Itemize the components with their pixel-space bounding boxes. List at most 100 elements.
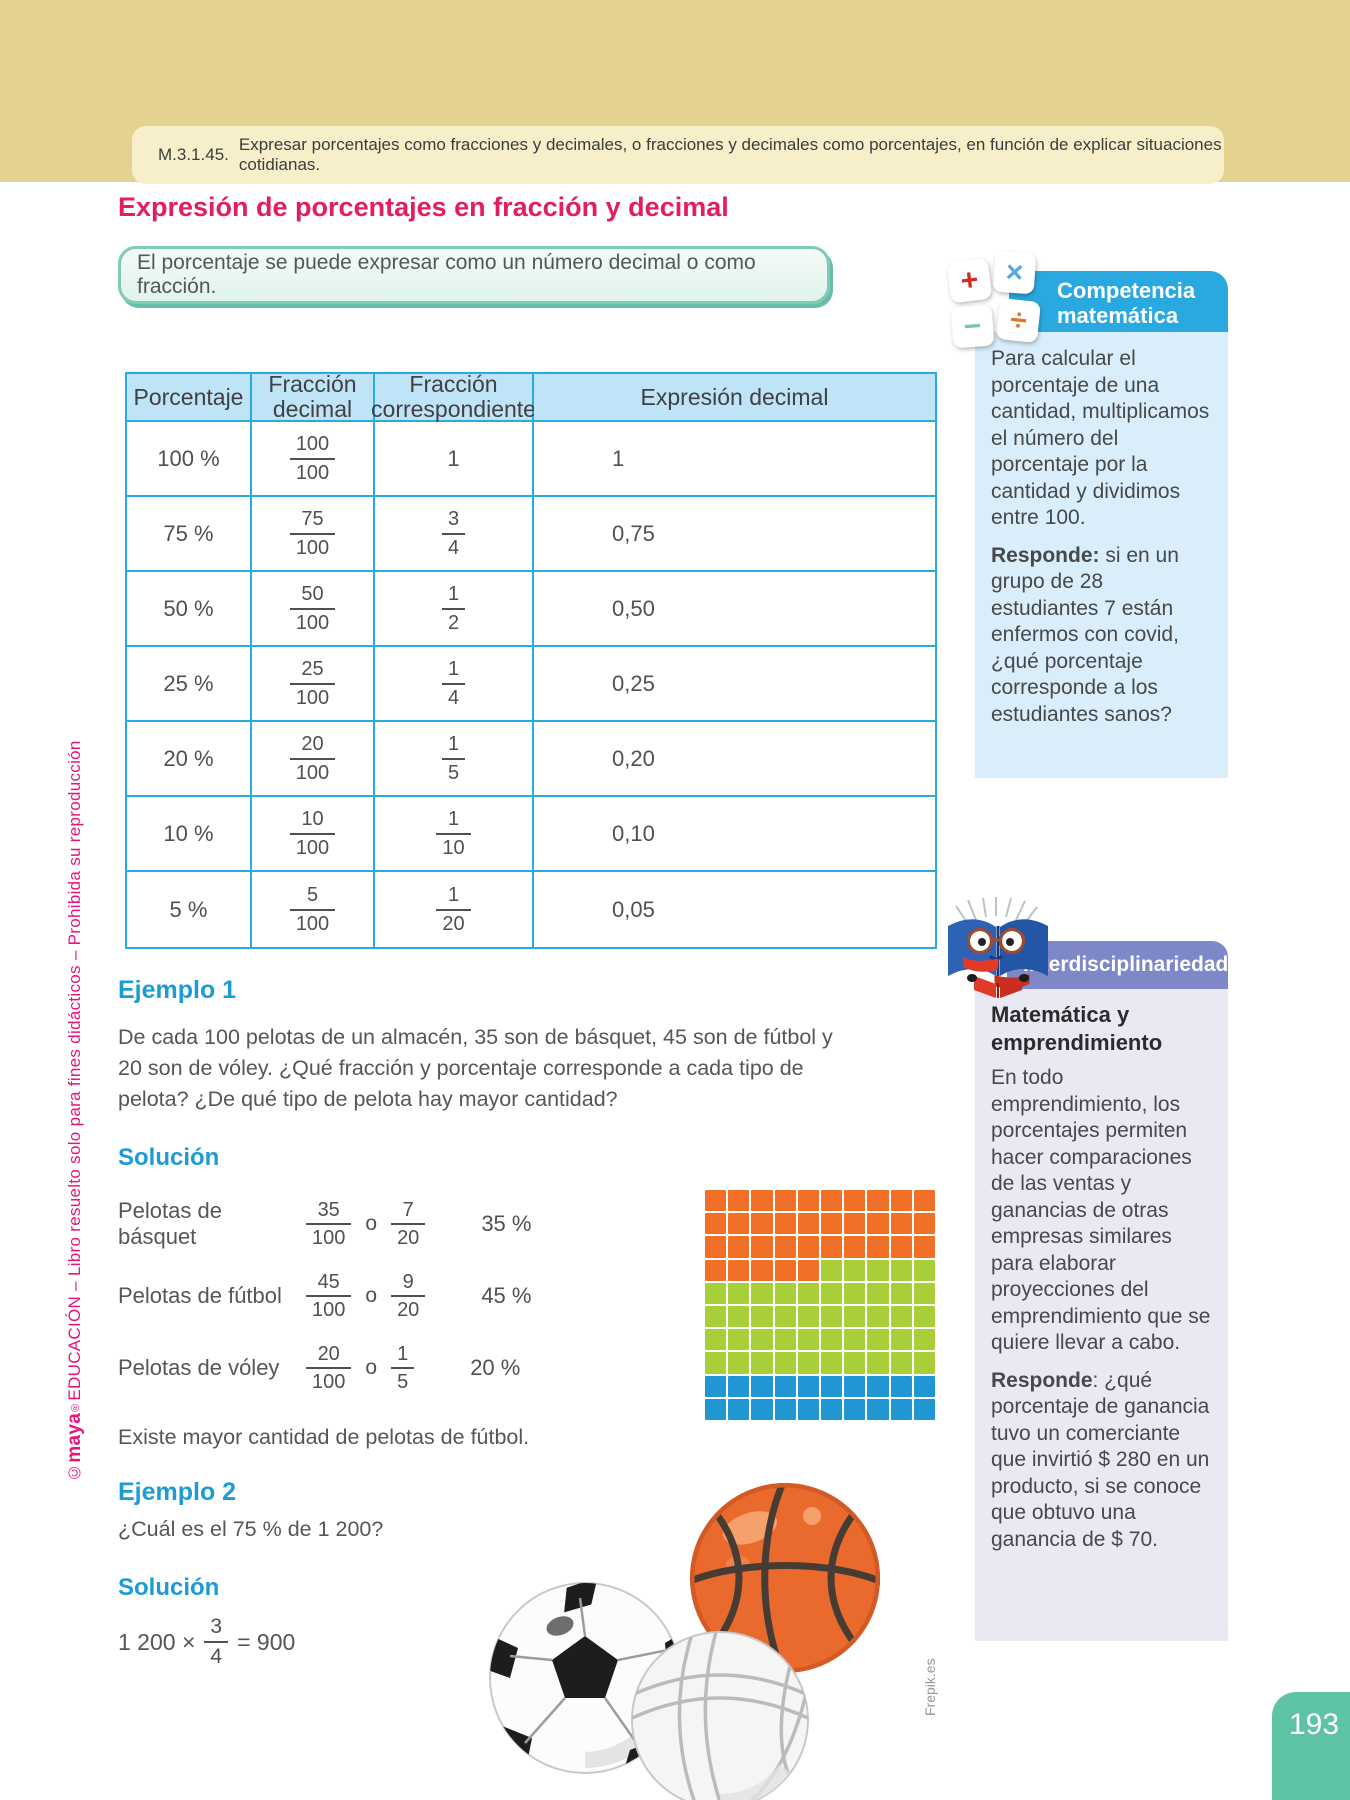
grid-cell-basquet — [705, 1236, 727, 1258]
grid-cell-voley — [890, 1398, 912, 1420]
grid-cell-voley — [774, 1375, 796, 1397]
interdisciplinariedad-subtitle: Matemática y emprendimiento — [991, 1002, 1163, 1055]
solution-label: Pelotas de fútbol — [118, 1283, 282, 1308]
table-cell-pct: 10 % — [127, 797, 252, 872]
interdisciplinariedad-responde: Responde: ¿qué porcentaje de ganancia tu… — [991, 1368, 1210, 1551]
table-cell-equivalent: 1 — [375, 422, 534, 497]
example2-solution-label: Solución — [118, 1574, 220, 1601]
solution-percent: 20 % — [470, 1355, 521, 1380]
table-cell-pct: 50 % — [127, 572, 252, 647]
table-header-porcentaje: Porcentaje — [127, 374, 252, 422]
grid-cell-futbol — [890, 1282, 912, 1304]
grid-cell-voley — [821, 1398, 843, 1420]
grid-cell-futbol — [867, 1259, 889, 1281]
grid-cell-futbol — [728, 1352, 750, 1374]
grid-cell-basquet — [797, 1190, 819, 1212]
grid-cell-futbol — [705, 1352, 727, 1374]
grid-cell-voley — [913, 1375, 935, 1397]
grid-cell-futbol — [867, 1282, 889, 1304]
table-cell-pct: 20 % — [127, 722, 252, 797]
grid-cell-voley — [913, 1398, 935, 1420]
fraction: 35 100 — [306, 1199, 352, 1250]
grid-cell-voley — [751, 1375, 773, 1397]
grid-cell-futbol — [913, 1306, 935, 1328]
example1-body: De cada 100 pelotas de un almacén, 35 so… — [118, 1025, 833, 1111]
grid-cell-voley — [867, 1398, 889, 1420]
math-operations-icon: + × − ÷ — [946, 250, 1043, 352]
grid-cell-basquet — [797, 1259, 819, 1281]
table-header-expresion-decimal: Expresión decimal — [534, 374, 935, 422]
grid-cell-basquet — [821, 1190, 843, 1212]
grid-cell-basquet — [890, 1190, 912, 1212]
grid-cell-futbol — [705, 1329, 727, 1351]
conjunction: o — [365, 1356, 378, 1379]
conjunction: o — [365, 1284, 378, 1307]
table-header-fraccion-correspondiente: Fracción correspondiente — [371, 371, 536, 422]
table-cell-decimal: 0,20 — [534, 722, 935, 797]
grid-cell-futbol — [913, 1352, 935, 1374]
table-cell-decimal: 1 — [534, 422, 935, 497]
copyright-sidebar: ©maya®EDUCACIÓN – Libro resuelto solo pa… — [64, 740, 85, 1482]
grid-cell-voley — [705, 1398, 727, 1420]
grid-cell-futbol — [797, 1282, 819, 1304]
grid-cell-futbol — [728, 1282, 750, 1304]
curriculum-standard-note: M.3.1.45. Expresar porcentajes como frac… — [132, 126, 1224, 184]
grid-cell-basquet — [774, 1236, 796, 1258]
grid-cell-futbol — [844, 1259, 866, 1281]
table-cell-pct: 100 % — [127, 422, 252, 497]
grid-cell-voley — [844, 1398, 866, 1420]
grid-cell-futbol — [821, 1329, 843, 1351]
grid-cell-futbol — [844, 1352, 866, 1374]
grid-cell-futbol — [751, 1352, 773, 1374]
grid-cell-futbol — [751, 1282, 773, 1304]
table-cell-decimal: 0,10 — [534, 797, 935, 872]
grid-cell-futbol — [867, 1352, 889, 1374]
grid-cell-basquet — [844, 1213, 866, 1235]
grid-cell-basquet — [728, 1236, 750, 1258]
table-cell-pct: 75 % — [127, 497, 252, 572]
definition-box: El porcentaje se puede expresar como un … — [118, 246, 830, 304]
grid-cell-futbol — [751, 1329, 773, 1351]
table-cell-decimal: 0,25 — [534, 647, 935, 722]
grid-cell-futbol — [867, 1329, 889, 1351]
conjunction: o — [365, 1212, 378, 1235]
table-cell-decimal: 0,75 — [534, 497, 935, 572]
grid-cell-voley — [890, 1375, 912, 1397]
grid-cell-voley — [797, 1375, 819, 1397]
curriculum-text: Expresar porcentajes como fracciones y d… — [238, 135, 1222, 174]
grid-cell-futbol — [728, 1306, 750, 1328]
interdisciplinariedad-title: Interdisciplinariedad — [1023, 953, 1229, 976]
table-cell-fraction: 100 100 — [252, 422, 375, 497]
grid-cell-basquet — [705, 1213, 727, 1235]
grid-cell-basquet — [890, 1236, 912, 1258]
competencia-header: Competencia matemática — [1009, 271, 1228, 332]
grid-cell-futbol — [797, 1306, 819, 1328]
fraction: 45 100 — [306, 1271, 352, 1322]
interdisciplinariedad-body: Matemática y emprendimiento En todo empr… — [975, 989, 1228, 1641]
grid-cell-basquet — [867, 1213, 889, 1235]
grid-cell-basquet — [821, 1213, 843, 1235]
fraction: 7 20 — [391, 1199, 426, 1250]
page-title: Expresión de porcentajes en fracción y d… — [118, 192, 729, 222]
grid-cell-futbol — [774, 1282, 796, 1304]
grid-cell-futbol — [821, 1306, 843, 1328]
basketball-image — [690, 1483, 880, 1673]
table-cell-equivalent: 1 20 — [375, 872, 534, 947]
example2-heading: Ejemplo 2 — [118, 1478, 237, 1506]
table-cell-fraction: 20 100 — [252, 722, 375, 797]
grid-cell-futbol — [774, 1329, 796, 1351]
grid-cell-futbol — [913, 1282, 935, 1304]
grid-cell-voley — [867, 1375, 889, 1397]
grid-cell-basquet — [728, 1190, 750, 1212]
page-number: 193 — [1289, 1708, 1340, 1741]
grid-cell-futbol — [774, 1306, 796, 1328]
book-mascot-icon — [948, 897, 1048, 998]
grid-cell-futbol — [705, 1282, 727, 1304]
grid-cell-futbol — [821, 1352, 843, 1374]
